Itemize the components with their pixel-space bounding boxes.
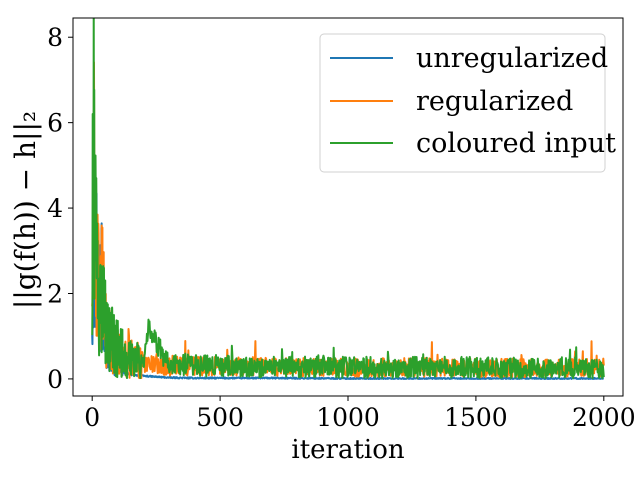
x-tick-label: 2000 — [572, 403, 636, 432]
series-coloured-input — [91, 18, 605, 380]
y-ticks: 0 2 4 6 8 — [47, 23, 73, 394]
x-axis-label: iteration — [291, 435, 404, 465]
y-tick-label: 4 — [47, 194, 63, 223]
y-tick-label: 0 — [47, 365, 63, 394]
legend-label-regularized: regularized — [416, 86, 573, 117]
y-axis-label: ||g(f(h)) − h||₂ — [9, 111, 42, 309]
x-ticks: 0 500 1000 1500 2000 — [84, 396, 636, 432]
y-tick-label: 2 — [47, 279, 63, 308]
legend-label-coloured-input: coloured input — [416, 128, 616, 159]
x-tick-label: 500 — [196, 403, 244, 432]
x-tick-label: 0 — [84, 403, 100, 432]
legend-label-unregularized: unregularized — [416, 43, 608, 74]
legend: unregularized regularized coloured input — [319, 33, 616, 173]
x-tick-label: 1000 — [316, 403, 380, 432]
y-tick-label: 8 — [47, 23, 63, 52]
y-tick-label: 6 — [47, 109, 63, 138]
legend-box — [319, 33, 606, 173]
series-unregularized — [91, 181, 605, 380]
x-tick-label: 1500 — [444, 403, 508, 432]
series-layer — [91, 18, 605, 380]
